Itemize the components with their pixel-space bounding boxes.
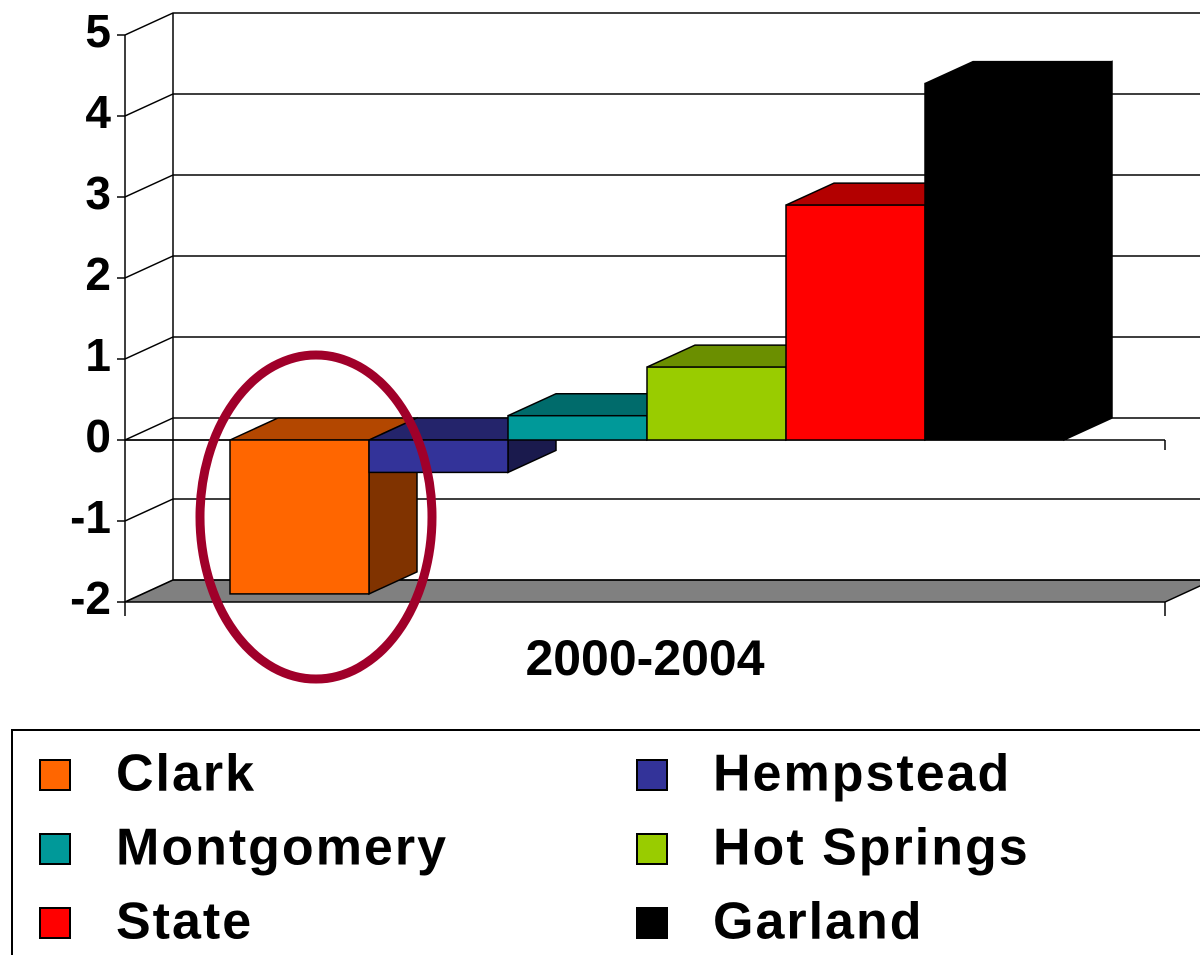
bar <box>785 204 926 441</box>
legend-box <box>11 729 1200 955</box>
bar <box>507 414 648 441</box>
y-tick-label: 1 <box>85 329 111 381</box>
legend-swatch <box>39 833 71 865</box>
highlight-circle <box>195 350 437 684</box>
grid-line <box>124 12 1200 36</box>
y-tick-label: 2 <box>85 248 111 300</box>
legend-label: Garland <box>713 893 924 951</box>
legend-swatch <box>636 759 668 791</box>
legend-swatch <box>39 907 71 939</box>
bar <box>368 439 509 474</box>
legend-label: Clark <box>116 745 256 803</box>
legend-swatch <box>636 833 668 865</box>
legend-label: Montgomery <box>116 819 448 877</box>
y-tick-label: 3 <box>85 167 111 219</box>
bar <box>646 366 787 441</box>
legend-label: Hempstead <box>713 745 1011 803</box>
y-tick-label: 4 <box>85 86 111 138</box>
legend-swatch <box>636 907 668 939</box>
bar-side <box>1063 60 1113 442</box>
bar <box>229 439 370 595</box>
y-tick-label: -1 <box>70 491 111 543</box>
y-tick-label: -2 <box>70 572 111 624</box>
y-tick-label: 5 <box>85 5 111 57</box>
legend-label: Hot Springs <box>713 819 1030 877</box>
bar <box>924 82 1065 441</box>
legend-label: State <box>116 893 253 951</box>
y-tick-label: 0 <box>85 410 111 462</box>
legend-swatch <box>39 759 71 791</box>
x-tick-label: 2000-2004 <box>525 630 764 686</box>
